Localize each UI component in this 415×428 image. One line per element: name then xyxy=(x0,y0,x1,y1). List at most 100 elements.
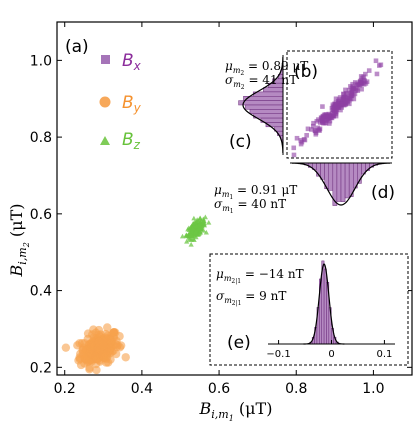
x-tick-label: 0.8 xyxy=(285,381,307,397)
inset-b-point xyxy=(364,79,370,85)
scatter-point xyxy=(102,348,112,357)
inset-b-point xyxy=(338,107,343,113)
y-axis-label: Bi,m2 (μT) xyxy=(7,204,31,278)
inset-b-point xyxy=(336,97,342,102)
x-tick-label: 0.2 xyxy=(54,381,76,397)
inset-b-point xyxy=(362,77,367,83)
hist-c-bar xyxy=(252,91,284,97)
hist-c-bar xyxy=(238,100,284,106)
inset-b-point xyxy=(354,82,360,88)
inset-b-point xyxy=(301,137,307,142)
stat-c-mu: μm2 = 0.89 μT xyxy=(225,59,308,77)
panel-label-a: (a) xyxy=(65,37,89,57)
hist-d-fit xyxy=(291,162,391,206)
inset-b-point xyxy=(305,126,311,132)
inset-b-point xyxy=(348,84,353,89)
inset-b-point xyxy=(344,98,349,104)
scatter-point xyxy=(75,354,85,364)
scatter-point xyxy=(83,329,93,338)
y-tick-label: 0.6 xyxy=(30,207,52,223)
inset-b-point xyxy=(377,63,382,68)
inset-b-point xyxy=(291,145,297,151)
legend-label-bx: Bx xyxy=(122,51,142,73)
panel-label-d: (d) xyxy=(371,183,395,203)
inset-b-point xyxy=(346,87,352,93)
inset-b-point xyxy=(366,68,372,73)
scatter-point xyxy=(115,332,124,341)
inset-b-point xyxy=(352,91,358,97)
scatter-point xyxy=(86,344,95,354)
x-tick-label: 1.0 xyxy=(362,381,384,397)
hist-d-bar xyxy=(336,162,342,202)
inset-e-frame xyxy=(209,253,409,366)
inset-b-point xyxy=(374,71,380,77)
stat-e-sigma: σm2|1 = 9 nT xyxy=(216,289,286,307)
scatter-point xyxy=(109,328,118,337)
inset-b-point xyxy=(343,102,349,107)
scatter-point xyxy=(105,335,115,345)
inset-b-point xyxy=(304,133,309,138)
y-tick-label: 0.2 xyxy=(30,360,52,376)
histogram-c xyxy=(238,56,284,154)
inset-b-point xyxy=(336,100,341,106)
inset-b-point xyxy=(294,135,300,141)
inset-b-point xyxy=(330,102,336,108)
hist-e-fit xyxy=(303,263,345,345)
panel-label-c: (c) xyxy=(229,132,252,152)
scatter-series-by xyxy=(61,323,130,375)
scatter-point xyxy=(92,365,101,375)
hist-e-bar xyxy=(323,268,327,345)
hist-c-bar xyxy=(263,87,284,93)
inset-b-point xyxy=(333,107,339,113)
inset-b-point xyxy=(328,113,334,119)
panel-label-b: (b) xyxy=(294,62,318,82)
x-tick-label: 0.6 xyxy=(208,381,230,397)
y-ticks: 0.2 0.4 0.6 0.8 1.0 xyxy=(30,53,412,376)
inset-b-point xyxy=(338,101,344,107)
inset-b-point xyxy=(359,86,364,92)
legend-label-bz: Bz xyxy=(122,130,141,152)
hist-c-bar xyxy=(249,109,284,114)
scatter-series-bz xyxy=(179,214,212,247)
inset-b-point xyxy=(353,85,359,91)
scatter-point xyxy=(103,323,112,332)
hist-e-tick-label: −0.1 xyxy=(266,349,290,360)
inset-b-point xyxy=(363,71,368,77)
scatter-point xyxy=(200,219,206,224)
scatter-point xyxy=(206,219,212,225)
inset-b-point xyxy=(319,115,324,121)
scatter-point xyxy=(190,225,196,231)
inset-b-point xyxy=(327,118,333,124)
inset-b-point xyxy=(333,96,339,102)
hist-d-bar xyxy=(328,162,334,191)
histogram-d xyxy=(291,162,391,206)
inset-b-point xyxy=(351,96,357,102)
inset-b-point xyxy=(343,90,349,96)
stat-d-mu: μm1 = 0.91 μT xyxy=(214,183,297,201)
scatter-point xyxy=(99,341,108,351)
hist-d-bar xyxy=(344,162,350,199)
scatter-point xyxy=(200,227,207,233)
inset-b-point xyxy=(348,96,354,102)
inset-b-point xyxy=(341,91,346,97)
inset-b-point xyxy=(322,120,328,126)
inset-b-scatter xyxy=(291,58,384,158)
scatter-point xyxy=(188,241,194,247)
scatter-point xyxy=(112,342,122,352)
stat-d-sigma: σm1 = 40 nT xyxy=(214,197,286,215)
inset-b-point xyxy=(327,121,332,126)
inset-b-point xyxy=(330,107,336,113)
scatter-point xyxy=(187,231,193,237)
stat-e-mu: μm2|1 = −14 nT xyxy=(216,267,304,285)
x-tick-label: 0.4 xyxy=(131,381,153,397)
scatter-point xyxy=(191,215,197,221)
inset-b-point xyxy=(349,91,354,97)
hist-c-bar xyxy=(245,104,284,110)
scatter-point xyxy=(192,229,199,235)
scatter-point xyxy=(189,229,195,234)
scatter-point xyxy=(191,220,197,226)
hist-d-bar xyxy=(340,162,346,202)
legend-marker-by xyxy=(99,96,111,108)
inset-b-point xyxy=(309,127,314,132)
